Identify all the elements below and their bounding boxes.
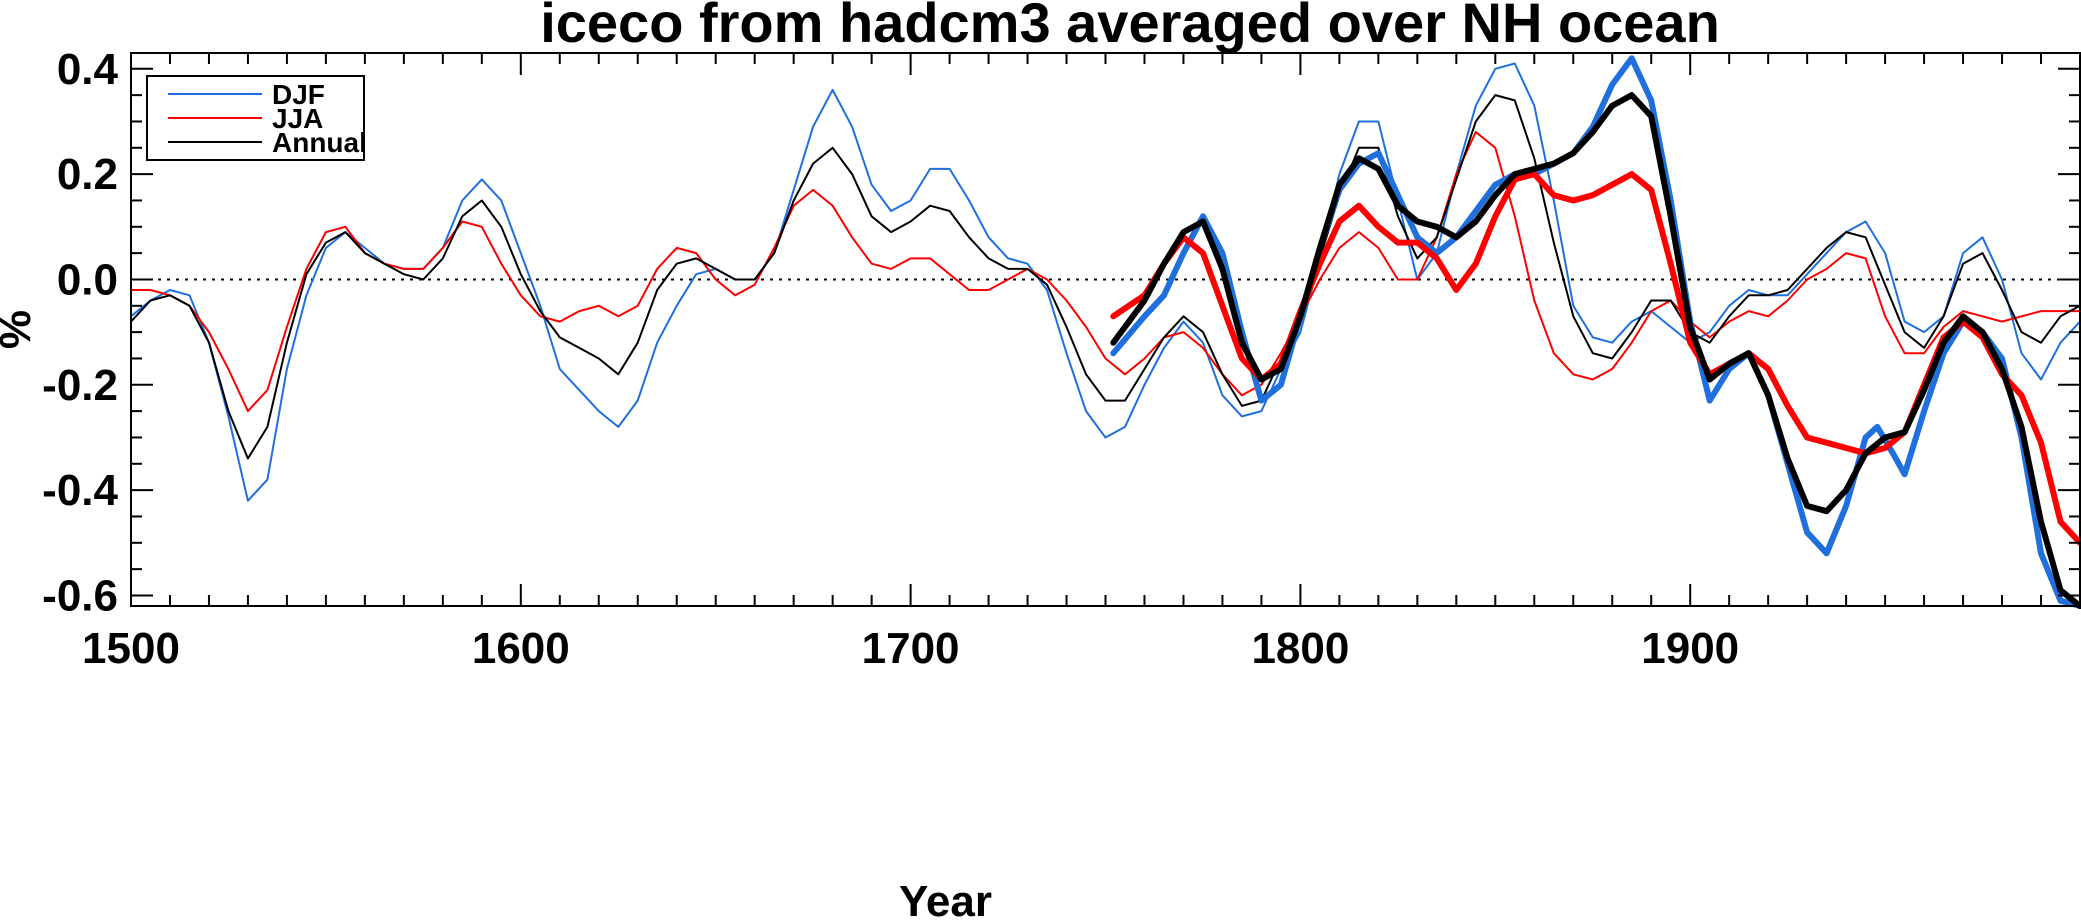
- y-tick-label: 0.4: [57, 45, 119, 94]
- x-tick-label: 1700: [862, 624, 960, 673]
- y-tick-label: -0.6: [42, 571, 118, 620]
- y-tick-label: 0.2: [57, 150, 118, 199]
- axes: 1500 1600 1700 1800 1900 -0.6 -0.4 -0.2 0.0 0.2 0.…: [42, 45, 2081, 673]
- series-line-jja-thin: [130, 131, 2081, 413]
- series-line-annual-thin: [130, 94, 2081, 460]
- series-line-djf-thin: [130, 62, 2081, 502]
- y-tick-label: 0.0: [57, 255, 118, 304]
- legend-label-annual: Annual: [272, 127, 367, 158]
- legend-label-jja: JJA: [272, 103, 323, 134]
- series-line-annual-thick: [1110, 92, 2081, 609]
- x-axis-label: Year: [899, 877, 992, 923]
- plot-series: [130, 55, 2081, 609]
- y-tick-label: -0.2: [42, 361, 118, 410]
- x-tick-label: 1600: [472, 624, 570, 673]
- x-tick-label: 1500: [82, 624, 180, 673]
- plot-frame: [130, 52, 2081, 607]
- series-line-djf-thick: [1110, 55, 2081, 609]
- y-axis-label: %: [0, 310, 40, 349]
- y-tick-label: -0.4: [42, 466, 118, 515]
- chart-title: iceco from hadcm3 averaged over NH ocean: [540, 0, 1720, 54]
- x-tick-label: 1900: [1641, 624, 1739, 673]
- legend-label-djf: DJF: [272, 79, 325, 110]
- x-tick-label: 1800: [1251, 624, 1349, 673]
